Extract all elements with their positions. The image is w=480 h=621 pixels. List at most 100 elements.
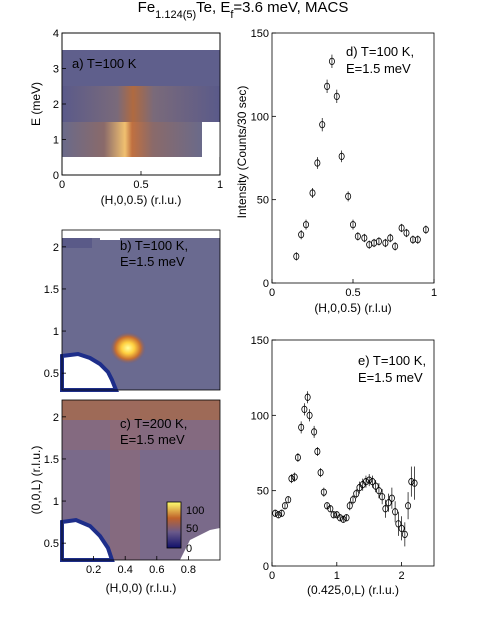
panel-e-data-point — [408, 478, 415, 486]
panel-c-xtick-label: 0.4 — [118, 564, 133, 576]
panel-d-data-point — [324, 82, 331, 90]
panel-e-data-point — [349, 496, 356, 504]
panel-c-annotation-1: c) T=200 K, — [120, 416, 187, 431]
panel-e-data-point — [301, 405, 308, 413]
panel-a-ylabel: E (meV) — [29, 82, 43, 126]
panel-e-data-point — [304, 393, 311, 401]
panel-e-data-point — [388, 494, 395, 502]
panel-e-data-point — [372, 482, 379, 490]
colorbar-tick-mid: 50 — [186, 523, 198, 535]
panel-e-data-point — [343, 514, 350, 522]
panel-c-ytick-label: 1.5 — [44, 454, 59, 466]
panel-a-ytick-label: 3 — [53, 64, 59, 76]
colorbar-tick-high: 100 — [186, 505, 204, 517]
panel-d-data-point — [309, 189, 316, 197]
panel-c-xtick-label: 0.2 — [86, 564, 101, 576]
panel-e-data-point — [294, 453, 301, 462]
panel-e-data-point — [311, 428, 318, 436]
panel-b-annotation-1: b) T=100 K, — [120, 238, 188, 253]
panel-a-xtick-label: 1 — [217, 179, 223, 191]
panel-d-xtick-label: 1 — [431, 287, 437, 299]
panel-c-ytick-label: 2 — [53, 412, 59, 424]
panel-d-scatter: 0 0.5 1 0 50 100 150 d) T=100 K, E=1.5 meV (H,… — [235, 28, 437, 315]
panel-d-ytick-label: 50 — [257, 195, 269, 207]
panel-d-xlabel: (H,0,0.5) (r.l.u) — [314, 301, 391, 315]
panel-d-data-point — [361, 234, 368, 242]
panel-c-xtick-label: 0.8 — [181, 564, 196, 576]
panel-a-map-band-upper — [62, 86, 220, 122]
panel-d-data-point — [328, 57, 335, 65]
panel-a-ytick-label: 4 — [53, 28, 59, 40]
panel-e-data-point — [306, 411, 313, 419]
panel-b-ytick-label: 2 — [53, 242, 59, 254]
panel-b-ytick-label: 0.5 — [44, 368, 59, 380]
panel-c-heatmap: c) T=200 K, E=1.5 meV 100 50 0 0.2 0.4 0.6… — [29, 399, 221, 595]
panel-d-data-point — [303, 221, 310, 229]
panel-d-xtick-label: 0 — [269, 287, 275, 299]
panel-c-xlabel: (H,0,0) (r.l.u.) — [106, 581, 177, 595]
panel-e-data-point — [405, 502, 412, 510]
panel-d-data-point — [403, 229, 410, 237]
panel-d-ytick-label: 0 — [263, 278, 269, 290]
panel-d-data-point — [422, 226, 429, 234]
panel-e-data-point — [375, 487, 382, 495]
panel-a-xlabel: (H,0,0.5) (r.l.u.) — [101, 193, 182, 207]
panel-d-data-point — [382, 239, 389, 247]
panel-b-peak — [110, 332, 146, 364]
panel-d-ytick-label: 150 — [251, 28, 269, 40]
panel-e-data-point — [392, 508, 399, 516]
panel-d-data-point — [392, 242, 399, 250]
panel-d-data-point — [414, 236, 421, 244]
panel-e-data-point — [314, 447, 321, 456]
panel-c-annotation-2: E=1.5 meV — [120, 432, 185, 447]
panel-d-ytick-label: 100 — [251, 111, 269, 123]
panel-e-xtick-label: 0 — [269, 570, 275, 582]
panel-e-ytick-label: 0 — [263, 561, 269, 573]
panel-a-ytick-label: 2 — [53, 99, 59, 111]
panel-e-data-point — [275, 511, 282, 519]
panel-a-map-edge — [202, 122, 220, 157]
panel-a-map-band-lower — [62, 122, 202, 157]
panel-e-data-point — [369, 478, 376, 486]
panel-e-annotation-2: E=1.5 meV — [358, 370, 423, 385]
panel-b-ytick-label: 1 — [53, 326, 59, 338]
panel-e-data-point — [285, 496, 292, 504]
panel-d-annotation-1: d) T=100 K, — [346, 44, 414, 59]
panel-e-data-point — [346, 502, 353, 510]
panel-a-ytick-label: 1 — [53, 135, 59, 147]
panel-e-data-point — [288, 475, 295, 483]
panel-e-data-point — [340, 515, 347, 523]
panel-d-data-point — [349, 221, 356, 229]
panel-d-data-point — [314, 159, 321, 167]
panel-a-annotation: a) T=100 K — [72, 56, 137, 71]
panel-e-data-point — [278, 509, 285, 517]
panel-e-data-point — [291, 473, 298, 481]
panel-d-data-point — [345, 192, 352, 200]
panel-e-data-point — [385, 499, 392, 507]
panel-d-data-point — [387, 234, 394, 242]
panel-e-xtick-label: 2 — [399, 570, 405, 582]
panel-a-xtick-label: 0 — [59, 179, 65, 191]
panel-d-data-point — [293, 252, 300, 260]
panel-a-ytick-label: 0 — [53, 170, 59, 182]
panel-e-data-point — [330, 511, 337, 519]
panel-e-data-point — [366, 476, 373, 484]
panel-e-data-point — [398, 524, 405, 532]
panel-e-data-point — [382, 505, 389, 513]
panel-e-data-point — [317, 468, 324, 477]
panel-d-data-point — [398, 224, 405, 232]
panel-b-annotation-2: E=1.5 meV — [120, 254, 185, 269]
panel-e-data-point — [353, 490, 360, 498]
panel-d-data-point — [338, 152, 345, 160]
panel-e-data-point — [337, 514, 344, 522]
panel-e-data-point — [362, 478, 369, 486]
figure-title: Fe1.124(5)Te, Ef=3.6 meV, MACS — [138, 0, 349, 21]
panel-c-ylabel: (0,0,L) (r.l.u.) — [29, 446, 43, 515]
panel-d-data-point — [375, 237, 382, 245]
panel-e-ytick-label: 50 — [257, 486, 269, 498]
panel-e-ytick-label: 150 — [251, 335, 269, 347]
panel-e-data-point — [320, 488, 327, 496]
panel-d-data-point — [333, 92, 340, 100]
panel-c-ytick-label: 0.5 — [44, 538, 59, 550]
